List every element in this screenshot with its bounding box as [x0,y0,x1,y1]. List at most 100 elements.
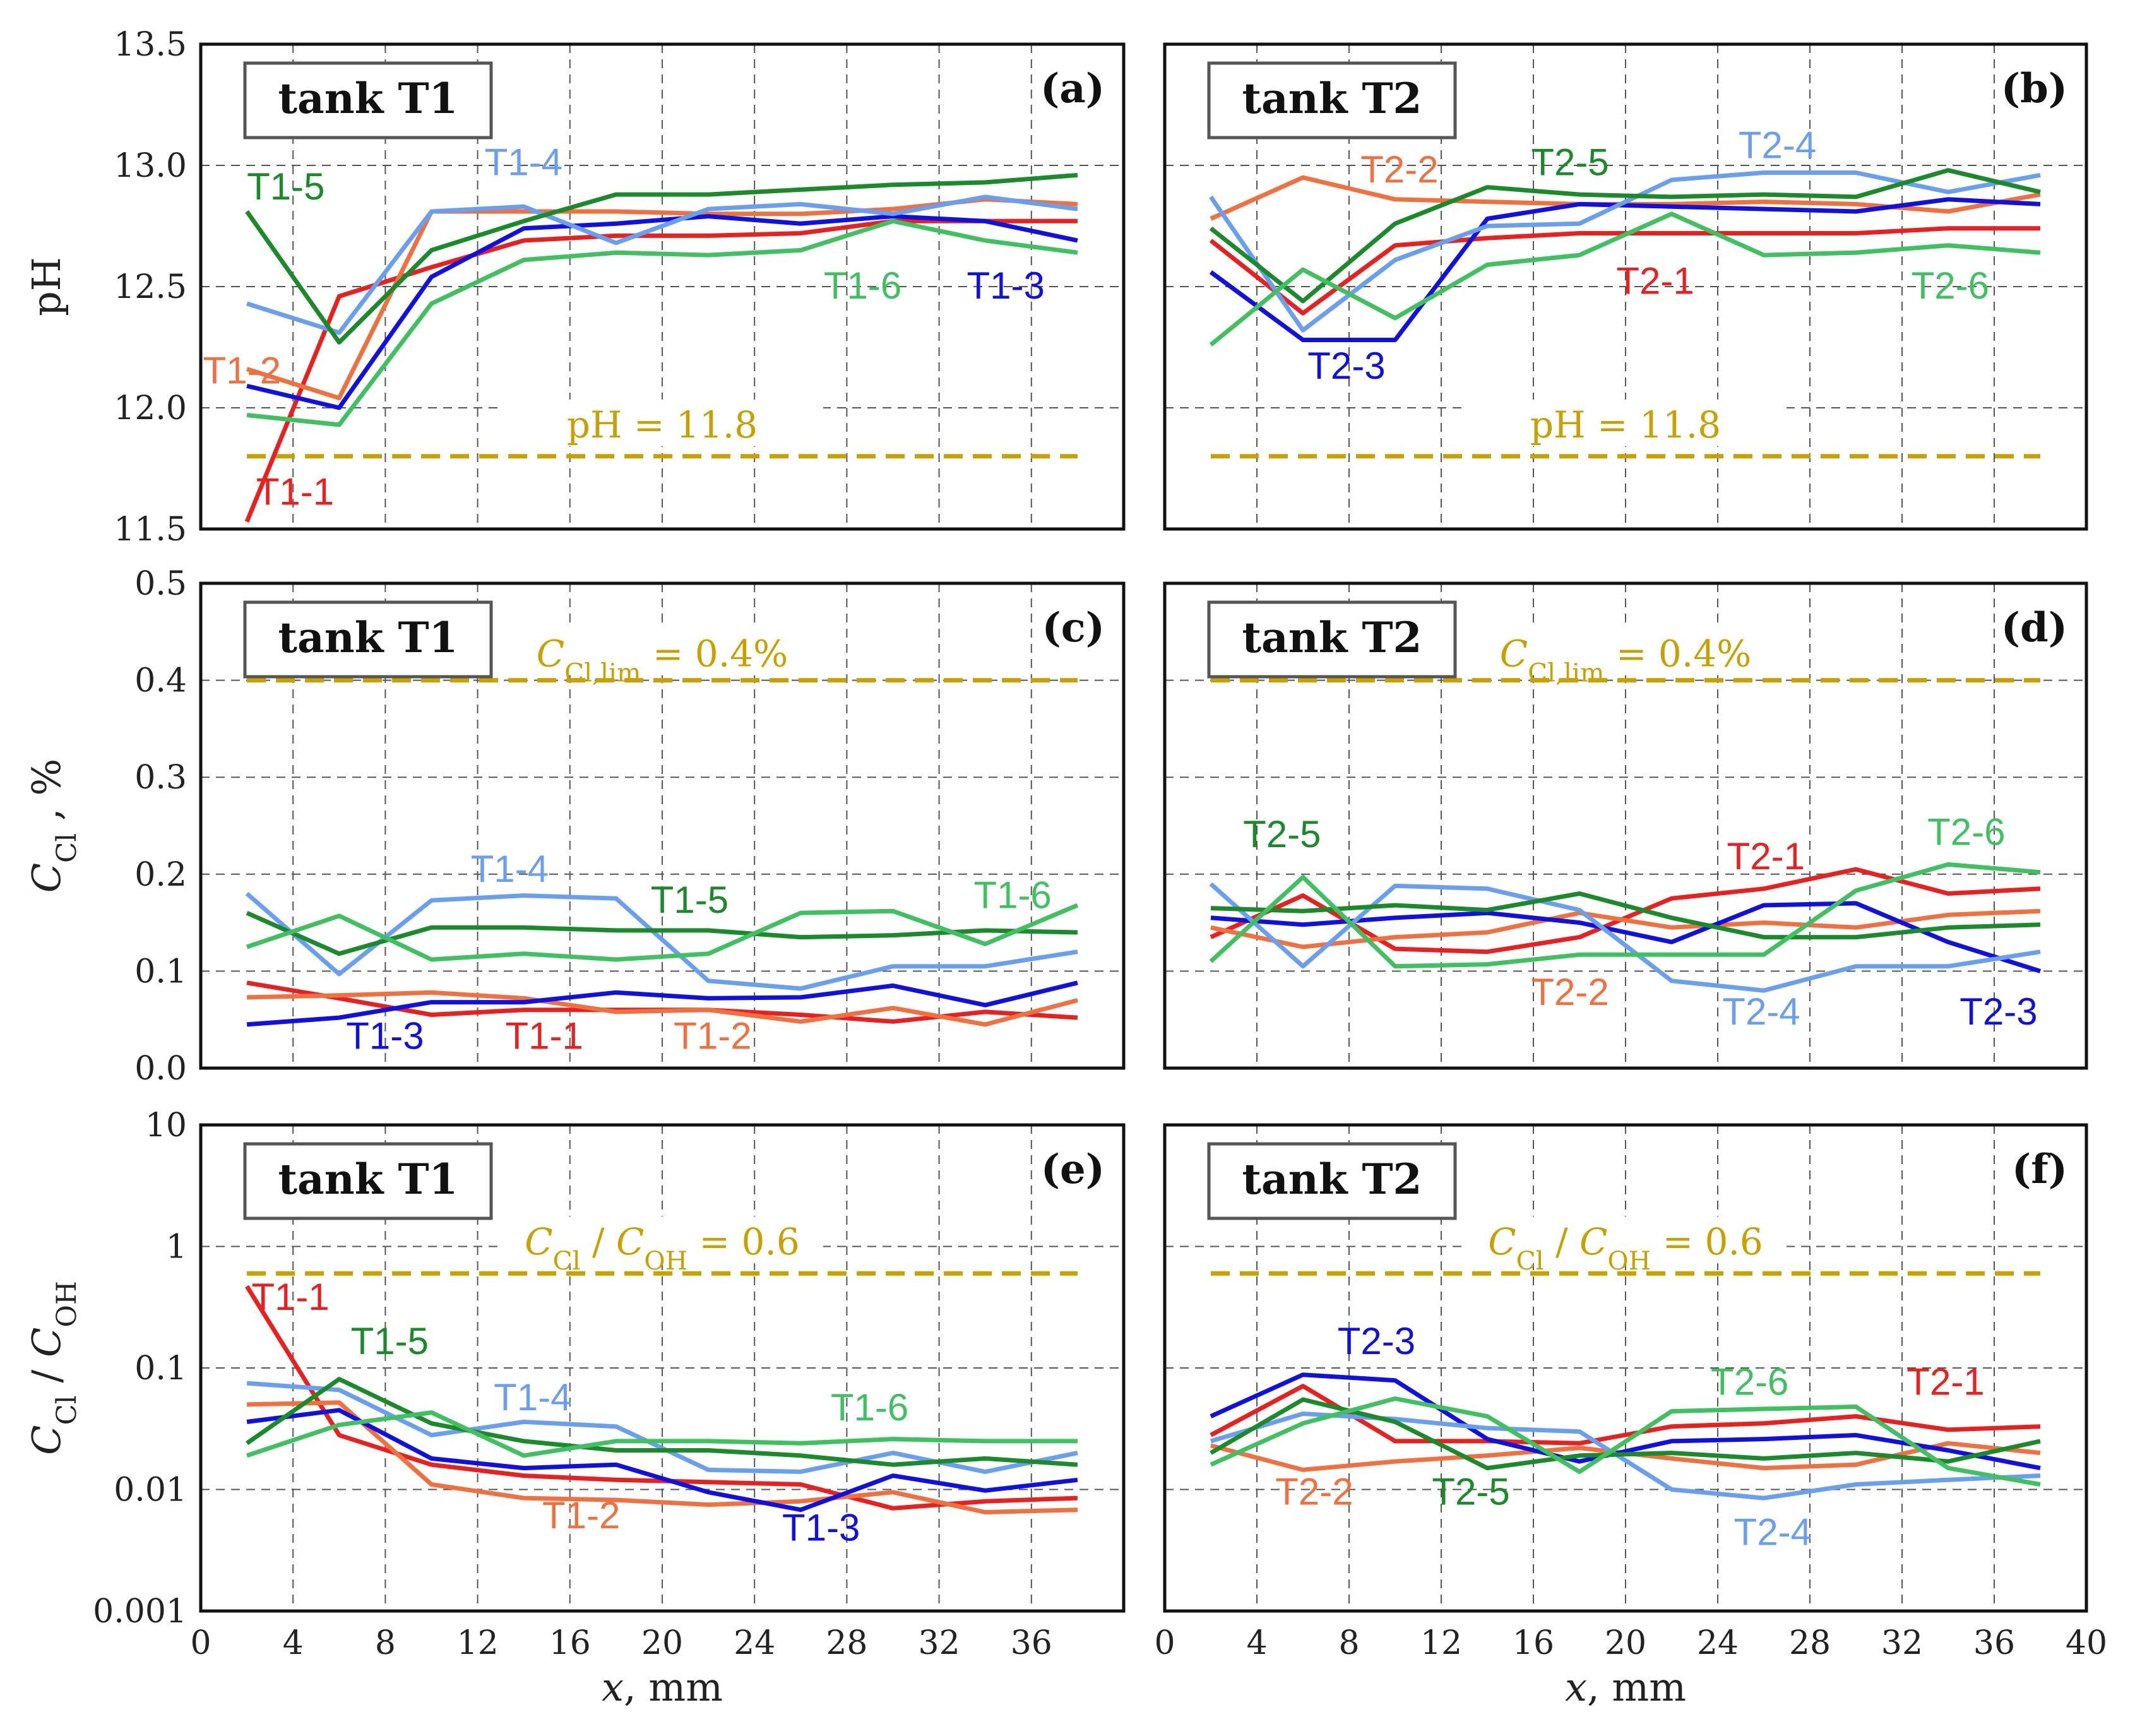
series-label-T1-3: T1-3 [966,265,1044,307]
reference-label: CCl,lim = 0.4% [1500,633,1752,688]
panel-a: pH = 11.8 T1-1 T1-2 T1-3 T1-4 T1-5 T1-6 tank T1… [23,26,1126,549]
series-line-T1-4 [246,194,1078,335]
series-label-T2-4: T2-4 [1722,990,1800,1033]
plot-frame [199,1123,1126,1613]
tank-title-box: tank T2 [1207,1142,1457,1220]
series-line-T2-1 [1210,1384,2041,1446]
reference-label: CCl,lim = 0.4% [537,633,788,688]
reference-label: pH = 11.8 [1530,403,1721,446]
series-line-T1-3 [246,980,1078,1027]
y-tick-label: 12.5 [114,268,187,306]
series-label-T2-2: T2-2 [1531,971,1609,1013]
x-tick-label: 16 [549,1624,591,1662]
y-tick-label: 0.2 [134,856,187,894]
series-label-T2-3: T2-3 [1307,345,1385,387]
tank-title-frame [243,61,493,140]
y-tick-label: 11.5 [114,511,187,549]
series-label-T2-3: T2-3 [1960,990,2037,1033]
series-label-T2-6: T2-6 [1711,1361,1788,1403]
series-label-T1-2: T1-2 [674,1014,751,1057]
x-tick-label: 12 [457,1624,499,1662]
grid [1165,583,2086,1068]
tank-title-frame [243,1142,493,1220]
panel-label: (b) [2001,65,2067,112]
x-axis-label: x, mm [1565,1664,1686,1710]
plot-frame [1163,42,2088,531]
panel-label: (d) [2001,604,2067,651]
series-line-T2-3 [1210,1372,2041,1471]
tank-title: tank T1 [278,613,458,662]
y-tick-label: 0.3 [134,759,187,797]
series-label-T2-5: T2-5 [1531,141,1609,183]
x-tick-label: 40 [2066,1624,2107,1662]
plot-frame [1163,1123,2088,1613]
tank-title: tank T2 [1242,74,1422,123]
tank-title-box: tank T1 [243,1142,493,1220]
x-tick-label: 12 [1420,1624,1462,1662]
series-label-T1-3: T1-3 [782,1506,860,1549]
reference-label-bg [501,628,823,675]
series-line-T2-5 [1210,891,2041,940]
x-axis-label: x, mm [602,1664,723,1710]
series-label-T2-6: T2-6 [1927,811,2005,853]
x-tick-label: 0 [1154,1624,1175,1662]
x-tick-label: 20 [641,1624,683,1662]
y-tick-label: 0.5 [134,565,187,603]
series-line-T1-5 [245,172,1078,345]
panel-b: pH = 11.8 T2-1 T2-2 T2-3 T2-4 T2-5 T2-6 tank T2… [1163,42,2088,531]
tank-title-frame [1207,61,1457,140]
series-label-T1-5: T1-5 [651,879,729,921]
reference-label-bg [1465,399,1787,446]
panel-d: CCl,lim = 0.4% T2-1 T2-2 T2-3 T2-4 T2-5 T2-6 ta… [1163,581,2088,1070]
x-tick-label: 20 [1605,1624,1646,1662]
x-tick-label: 16 [1513,1624,1554,1662]
tank-title: tank T2 [1242,613,1422,662]
reference-label-bg [1465,1216,1787,1264]
series-label-T2-4: T2-4 [1734,1511,1812,1553]
x-tick-label: 4 [1246,1624,1267,1662]
series-line-T2-4 [1210,1412,2041,1501]
reference-label-bg [501,1216,823,1264]
series-line-T2-3 [1209,197,2041,342]
panel-c: CCl,lim = 0.4% T1-1 T1-2 T1-3 T1-4 T1-5 T1-6 ta… [23,565,1126,1088]
x-tick-label: 0 [190,1624,211,1662]
y-tick-label: 0.1 [134,953,187,990]
panel-label: (a) [1040,65,1105,112]
series-label-T1-4: T1-4 [471,848,549,890]
y-tick-label: 0.4 [134,662,187,700]
series-label-T1-1: T1-1 [251,1276,329,1318]
series-label-T1-6: T1-6 [824,265,901,307]
series-line-T2-6 [1210,1396,2041,1487]
series-line-T1-2 [247,1400,1078,1514]
tank-title-box: tank T1 [243,61,493,140]
tank-title-frame [1207,1142,1457,1220]
plot-frame [199,42,1126,531]
series-label-T2-3: T2-3 [1338,1320,1415,1362]
reference-label-bg [501,399,823,446]
series-label-T1-4: T1-4 [485,141,562,183]
series-label-T1-5: T1-5 [247,165,324,208]
y-axis-label: CCl / COH [23,1281,83,1455]
x-tick-label: 28 [826,1624,867,1662]
series-label-T2-4: T2-4 [1739,124,1816,166]
series-label-T1-6: T1-6 [973,874,1051,917]
series-line-T2-4 [1209,882,2041,993]
series-line-T1-6 [246,1410,1078,1458]
tank-title: tank T1 [278,1155,458,1204]
y-tick-label: 1 [166,1228,187,1266]
panel-label: (e) [1041,1146,1105,1193]
series-label-T2-1: T2-1 [1616,260,1694,302]
series-label-T1-4: T1-4 [494,1376,571,1418]
series-label-T1-5: T1-5 [351,1320,429,1362]
series-label-T2-6: T2-6 [1912,265,1989,307]
x-tick-label: 24 [1697,1624,1739,1662]
y-axis-label: pH [23,257,69,316]
series-line-T1-1 [244,218,1078,523]
panel-label: (c) [1042,604,1105,651]
series-line-T2-6 [1209,862,2041,969]
y-tick-label: 0.0 [134,1050,187,1088]
series-line-T1-6 [246,903,1079,962]
x-tick-label: 28 [1789,1624,1831,1662]
tank-title: tank T2 [1242,1155,1422,1204]
series-line-T1-6 [246,218,1078,427]
